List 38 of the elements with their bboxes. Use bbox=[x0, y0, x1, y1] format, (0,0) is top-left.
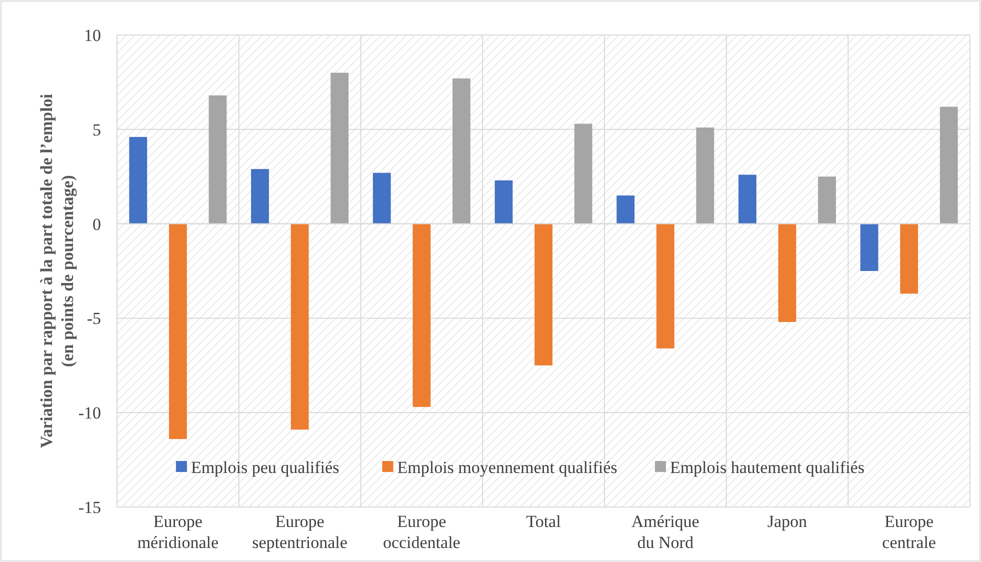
y-tick-label: 5 bbox=[92, 120, 101, 140]
x-tick-label: Europe septentrionale bbox=[252, 512, 348, 552]
bar bbox=[129, 136, 148, 224]
x-tick-label: Europe méridionale bbox=[137, 512, 219, 552]
bar bbox=[738, 174, 756, 224]
bar bbox=[696, 128, 714, 224]
bar bbox=[656, 224, 674, 348]
bar bbox=[330, 72, 349, 224]
bar bbox=[860, 224, 878, 271]
y-tick-label: 0 bbox=[92, 214, 101, 234]
legend-label: Emplois peu qualifiés bbox=[190, 458, 340, 477]
bar bbox=[168, 224, 187, 440]
bar bbox=[452, 78, 470, 224]
bar bbox=[534, 224, 552, 366]
x-tick-label: Total bbox=[526, 512, 562, 531]
x-tick-label: Europe centrale bbox=[882, 512, 936, 552]
bar bbox=[412, 224, 431, 407]
x-tick-label: Europe occidentale bbox=[382, 512, 460, 552]
bar bbox=[574, 124, 592, 224]
x-tick-label: Japon bbox=[767, 512, 808, 531]
bar bbox=[616, 195, 635, 224]
legend-label: Emplois hautement qualifiés bbox=[670, 458, 864, 477]
bar bbox=[778, 224, 796, 322]
bar bbox=[494, 180, 513, 224]
legend-label: Emplois moyennement qualifiés bbox=[397, 458, 618, 477]
bar bbox=[818, 176, 836, 224]
bar bbox=[251, 169, 269, 224]
y-axis-title: Variation par rapport à la part totale de l’emploi (en points de pourcentage) bbox=[37, 94, 77, 448]
bar bbox=[940, 106, 958, 224]
x-tick-label: Amérique du Nord bbox=[631, 512, 700, 552]
bar bbox=[290, 224, 309, 430]
y-tick-label: 10 bbox=[84, 26, 101, 45]
y-tick-label: -5 bbox=[86, 309, 101, 328]
y-tick-label: -10 bbox=[78, 404, 101, 423]
bar bbox=[208, 95, 227, 224]
bar bbox=[900, 224, 918, 294]
bar bbox=[372, 172, 391, 224]
y-tick-label: -15 bbox=[78, 498, 101, 517]
